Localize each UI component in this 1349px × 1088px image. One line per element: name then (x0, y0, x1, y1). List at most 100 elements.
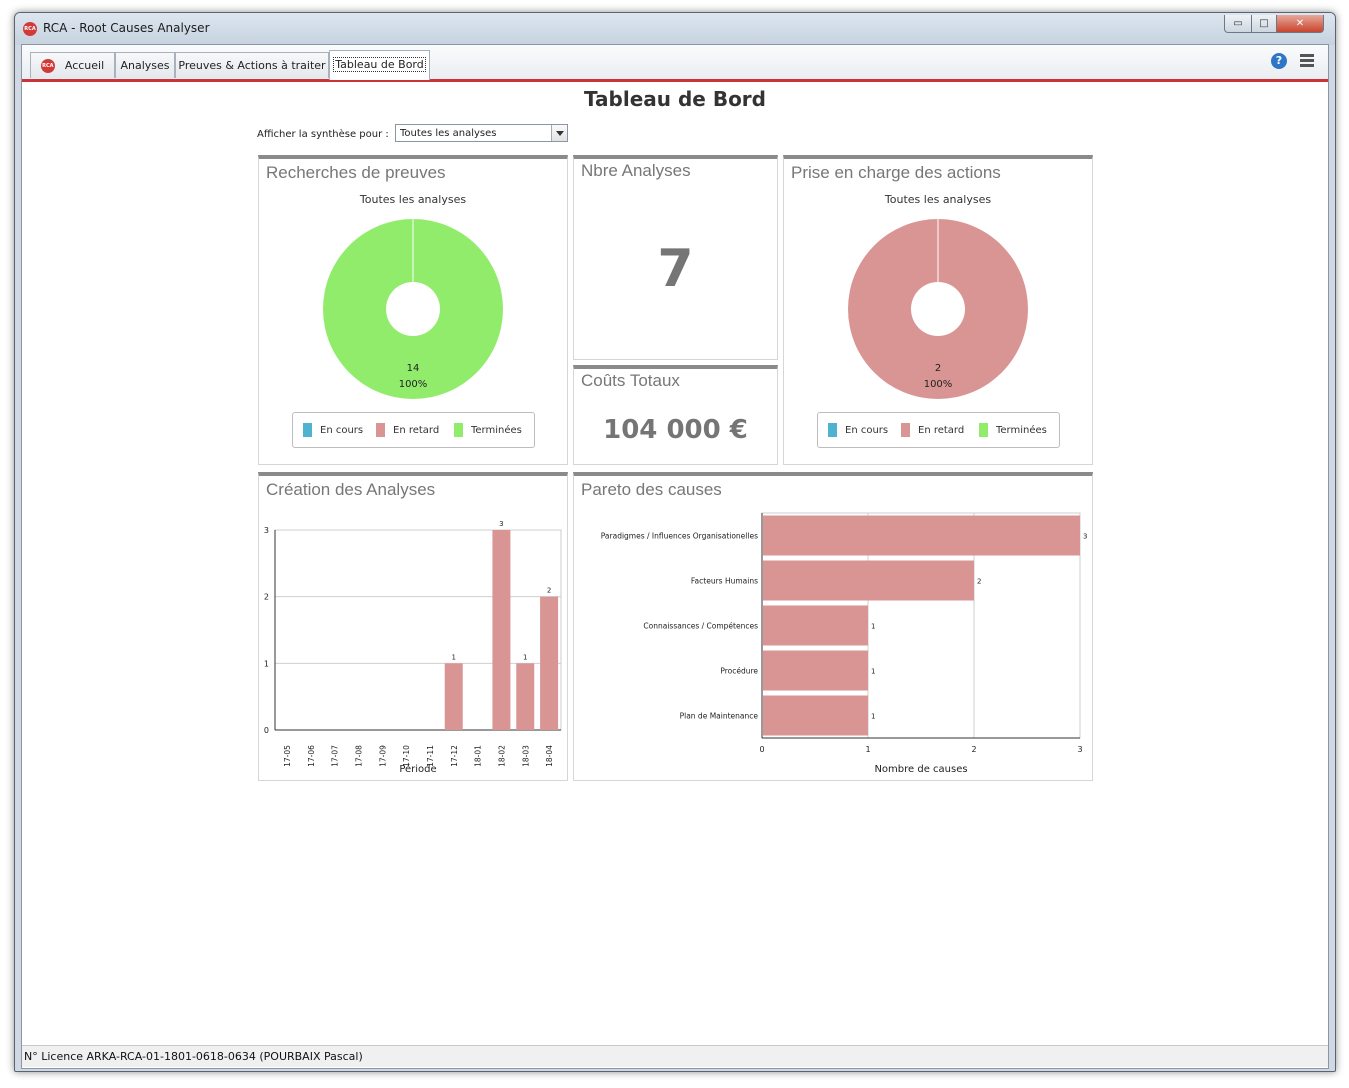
legend-label: En cours (320, 425, 364, 436)
page-title: Tableau de Bord (583, 87, 766, 111)
bar-value-label: 2 (977, 578, 981, 586)
x-tick-label: 17-07 (331, 745, 340, 767)
bar (763, 605, 868, 646)
tab-preuves-actions[interactable]: Preuves & Actions à traiter (175, 52, 329, 78)
tab-label: Accueil (64, 59, 105, 72)
help-icon[interactable]: ? (1271, 53, 1287, 69)
chart-legend: En cours En retard Terminées (817, 412, 1060, 448)
x-tick-label: 18-01 (474, 745, 483, 767)
category-label: Facteurs Humains (691, 577, 758, 586)
tab-bar: RCA Accueil Analyses Preuves & Actions à … (22, 45, 1328, 82)
title-bar[interactable]: RCA RCA - Root Causes Analyser ▭ □ ✕ (15, 13, 1335, 45)
panel-nbre-analyses: Nbre Analyses 7 (573, 155, 778, 360)
panel-couts-totaux: Coûts Totaux 104 000 € (573, 365, 778, 465)
rca-logo-icon: RCA (40, 59, 55, 73)
filter-label: Afficher la synthèse pour : (257, 129, 389, 140)
legend-label: En retard (393, 425, 440, 436)
tab-analyses[interactable]: Analyses (115, 52, 175, 78)
panel-title: Création des Analyses (266, 480, 436, 499)
category-label: Procédure (720, 667, 758, 676)
panel-pareto-causes: Pareto des causes 0 1 2 3 3 Paradigmes / Infl… (573, 472, 1093, 781)
panel-creation-analyses: Création des Analyses 0 1 2 3 17-05 17-06 17-0… (258, 472, 568, 781)
legend-item-en-retard[interactable]: En retard (376, 423, 439, 437)
status-bar: N° Licence ARKA-RCA-01-1801-0618-0634 (P… (22, 1045, 1328, 1067)
bar (444, 663, 463, 730)
minimize-button[interactable]: ▭ (1224, 15, 1252, 33)
panel-title: Recherches de preuves (266, 163, 446, 182)
bar-value-label: 1 (452, 653, 456, 661)
x-tick-label: 0 (759, 745, 764, 754)
legend-item-terminees[interactable]: Terminées (979, 423, 1047, 437)
legend-label: Terminées (996, 425, 1047, 436)
tab-label: Preuves & Actions à traiter (178, 59, 326, 72)
close-button[interactable]: ✕ (1276, 15, 1324, 33)
bar (540, 596, 559, 730)
legend-label: Terminées (471, 425, 522, 436)
total-cost-value: 104 000 € (603, 415, 748, 445)
bar-chart-creation: 0 1 2 3 17-05 17-06 17-07 17-08 17-09 17-10 17-11 1… (264, 520, 562, 775)
bar (763, 650, 868, 691)
x-tick-label: 18-02 (497, 745, 506, 767)
x-tick-label: 18-04 (545, 745, 554, 767)
tab-accueil[interactable]: RCA Accueil (30, 52, 115, 78)
x-tick-label: 18-03 (521, 745, 530, 767)
x-axis-label: Période (399, 763, 436, 775)
bar-value-label: 3 (1083, 533, 1087, 541)
y-tick-label: 2 (264, 593, 269, 602)
x-tick-label: 3 (1077, 745, 1082, 754)
slice-percent-label: 100% (399, 379, 428, 390)
legend-label: En retard (918, 425, 965, 436)
bar-value-label: 1 (871, 713, 875, 721)
tab-label: Analyses (120, 59, 170, 72)
chart-legend: En cours En retard Terminées (292, 412, 535, 448)
hamburger-menu-icon[interactable] (1300, 54, 1314, 67)
panel-subtitle: Toutes les analyses (884, 193, 992, 206)
y-tick-label: 1 (264, 659, 269, 668)
filter-selected-value: Toutes les analyses (400, 128, 497, 139)
category-label: Plan de Maintenance (680, 712, 759, 721)
analyses-count: 7 (657, 239, 694, 299)
x-tick-label: 17-11 (426, 745, 435, 767)
y-tick-label: 0 (264, 726, 269, 735)
bar (763, 515, 1080, 556)
panel-prise-en-charge-actions: Prise en charge des actions Toutes les a… (783, 155, 1093, 465)
legend-item-en-cours[interactable]: En cours (303, 423, 363, 437)
slice-percent-label: 100% (924, 379, 953, 390)
bar (516, 663, 535, 730)
slice-value-label: 14 (407, 363, 420, 374)
panel-title: Pareto des causes (581, 480, 722, 499)
analysis-filter-select[interactable]: Toutes les analyses (395, 124, 568, 142)
legend-item-terminees[interactable]: Terminées (454, 423, 522, 437)
x-tick-label: 17-06 (307, 745, 316, 767)
bar (763, 695, 868, 736)
licence-text: N° Licence ARKA-RCA-01-1801-0618-0634 (P… (24, 1050, 363, 1063)
bar (492, 530, 511, 730)
pareto-chart: 0 1 2 3 3 Paradigmes / Influences Organisatio… (601, 512, 1087, 775)
tab-label: Tableau de Bord (333, 57, 426, 72)
legend-label: En cours (845, 425, 889, 436)
panel-title: Nbre Analyses (581, 161, 691, 180)
legend-item-en-cours[interactable]: En cours (828, 423, 888, 437)
x-axis-label: Nombre de causes (874, 764, 967, 775)
panel-recherches-preuves: Recherches de preuves Toutes les analyse… (258, 155, 568, 465)
panel-subtitle: Toutes les analyses (359, 193, 467, 206)
bar-value-label: 1 (871, 623, 875, 631)
x-tick-label: 1 (865, 745, 870, 754)
panel-title: Prise en charge des actions (791, 163, 1001, 182)
chevron-down-icon[interactable] (551, 125, 567, 141)
donut-chart-actions: 2 100% (848, 219, 1028, 399)
x-tick-label: 17-09 (378, 745, 387, 767)
x-tick-label: 2 (971, 745, 976, 754)
donut-hole (911, 282, 965, 336)
bar-value-label: 2 (547, 587, 551, 595)
legend-item-en-retard[interactable]: En retard (901, 423, 964, 437)
maximize-button[interactable]: □ (1251, 15, 1277, 33)
category-label: Paradigmes / Influences Organisationelle… (601, 532, 758, 541)
tab-tableau-de-bord[interactable]: Tableau de Bord (329, 50, 430, 80)
x-tick-label: 17-08 (354, 745, 363, 767)
bar (763, 560, 974, 601)
y-tick-label: 3 (264, 526, 269, 535)
donut-chart-preuves: 14 100% (323, 219, 503, 399)
bar-value-label: 1 (871, 668, 875, 676)
slice-value-label: 2 (935, 363, 941, 374)
